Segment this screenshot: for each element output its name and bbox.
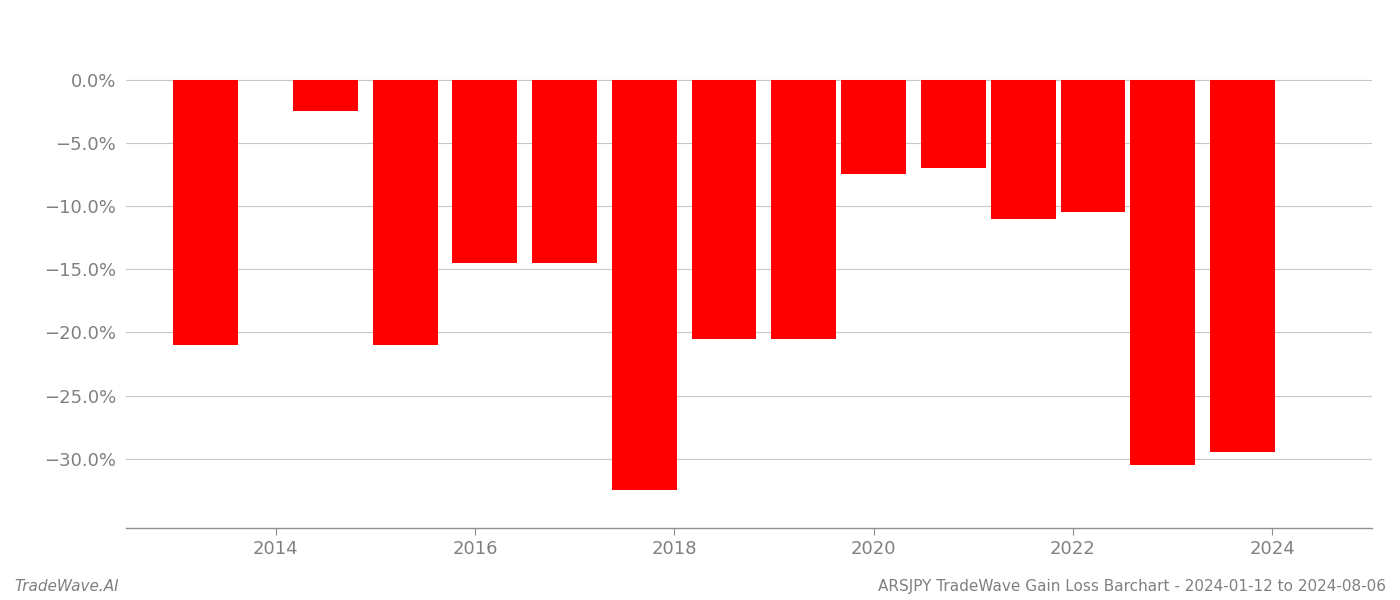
Bar [921, 80, 986, 168]
Bar [1130, 80, 1196, 465]
Bar [771, 80, 836, 338]
Bar [841, 80, 906, 175]
Bar [452, 80, 517, 263]
Bar [532, 80, 596, 263]
Bar [692, 80, 756, 338]
Text: TradeWave.AI: TradeWave.AI [14, 579, 119, 594]
Bar [372, 80, 438, 345]
Bar [991, 80, 1056, 218]
Bar [174, 80, 238, 345]
Bar [1061, 80, 1126, 212]
Text: ARSJPY TradeWave Gain Loss Barchart - 2024-01-12 to 2024-08-06: ARSJPY TradeWave Gain Loss Barchart - 20… [878, 579, 1386, 594]
Bar [612, 80, 676, 490]
Bar [293, 80, 358, 111]
Bar [1210, 80, 1275, 452]
